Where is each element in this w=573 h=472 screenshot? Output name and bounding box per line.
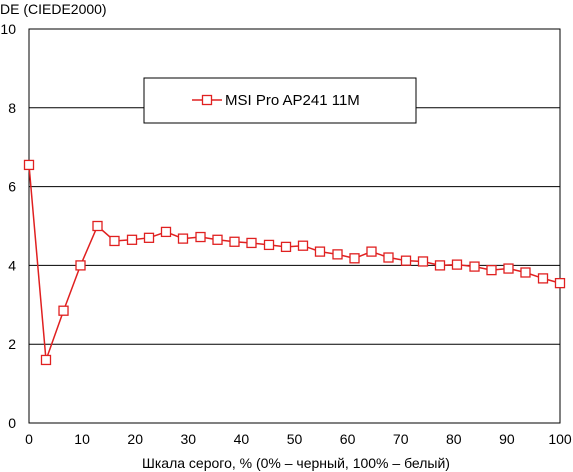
x-tick-label: 90 [499, 431, 515, 447]
data-point [537, 273, 549, 284]
data-point [554, 277, 566, 289]
data-point [280, 241, 292, 253]
y-tick-label: 6 [8, 179, 16, 195]
data-point [486, 264, 497, 276]
data-point [451, 259, 463, 270]
data-point [383, 252, 394, 263]
data-point [297, 240, 309, 251]
x-tick-label: 100 [548, 431, 572, 447]
data-point [160, 226, 172, 238]
data-point [143, 232, 155, 243]
data-point [263, 239, 275, 251]
y-tick-labels: 0 2 4 6 8 10 [0, 21, 16, 431]
data-point [503, 263, 514, 274]
x-tick-label: 10 [74, 431, 90, 447]
data-point [177, 233, 189, 244]
x-tick-labels: 0 10 20 30 40 50 60 70 80 90 100 [25, 431, 572, 447]
y-tick-label: 8 [8, 100, 16, 116]
data-point [58, 305, 69, 316]
data-point [75, 260, 86, 271]
data-point [246, 237, 257, 249]
data-point [366, 246, 377, 257]
x-tick-label: 80 [446, 431, 462, 447]
data-point [332, 249, 343, 260]
data-point [417, 256, 429, 267]
y-tick-label: 4 [8, 257, 16, 273]
x-tick-label: 20 [127, 431, 143, 447]
x-tick-label: 50 [287, 431, 303, 447]
legend: MSI Pro AP241 11M [143, 77, 417, 124]
x-tick-label: 40 [234, 431, 250, 447]
data-point [212, 234, 223, 245]
series-layer [23, 159, 566, 366]
y-axis-title: DE (CIEDE2000) [0, 1, 107, 17]
x-tick-label: 0 [25, 431, 33, 447]
data-point [520, 267, 531, 278]
data-point [434, 260, 446, 271]
series-line [28, 164, 561, 361]
data-point [349, 253, 360, 264]
data-point [23, 159, 35, 171]
legend-marker-icon [201, 94, 213, 106]
x-tick-label: 30 [181, 431, 197, 447]
data-point [400, 255, 412, 266]
data-point [469, 261, 480, 272]
y-tick-label: 0 [8, 415, 16, 431]
x-axis-title: Шкала серого, % (0% – черный, 100% – бел… [142, 455, 450, 471]
grid-lines [29, 107, 560, 345]
y-tick-label: 2 [8, 336, 16, 352]
data-point [229, 236, 240, 247]
legend-label: MSI Pro AP241 11M [225, 92, 360, 109]
legend-box [143, 77, 417, 124]
x-tick-label: 70 [393, 431, 409, 447]
data-point [195, 231, 206, 243]
data-point [314, 246, 326, 257]
data-point [109, 235, 120, 247]
data-point [40, 354, 52, 366]
data-point [126, 234, 138, 245]
y-tick-label: 10 [0, 21, 16, 37]
plot-frame [28, 28, 561, 424]
data-point [92, 220, 103, 232]
x-tick-label: 60 [340, 431, 356, 447]
